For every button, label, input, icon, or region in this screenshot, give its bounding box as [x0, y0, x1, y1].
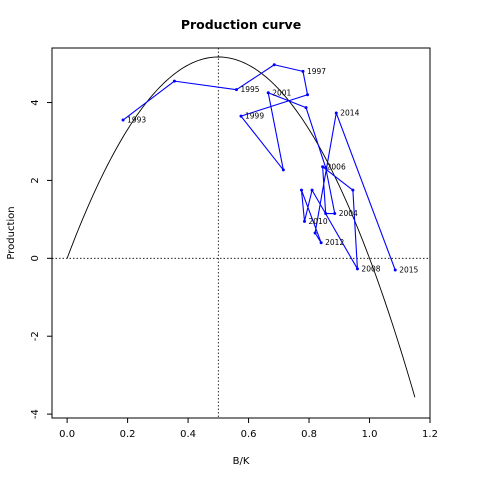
x-tick-label: 1.0	[362, 429, 378, 440]
chart-title: Production curve	[181, 17, 301, 32]
point-label-2006: 2006	[327, 162, 346, 171]
point-label-2008: 2008	[361, 264, 380, 273]
data-point-2003	[324, 166, 328, 170]
x-tick-label: 0.8	[301, 429, 317, 440]
x-tick-label: 0.0	[59, 429, 75, 440]
point-label-2010: 2010	[309, 217, 328, 226]
data-point-2004	[333, 212, 337, 216]
point-label-2015: 2015	[399, 266, 418, 275]
y-axis-label: Production	[6, 206, 17, 259]
x-tick-label: 0.2	[120, 429, 136, 440]
data-point-2009	[310, 188, 314, 192]
data-point-2006	[321, 165, 325, 169]
data-point-2007	[351, 188, 355, 192]
point-label-1993: 1993	[127, 116, 146, 125]
y-tick-label: 2	[30, 177, 41, 183]
point-label-2014: 2014	[340, 109, 359, 118]
plot-frame	[51, 47, 431, 419]
x-tick-label: 0.4	[180, 429, 196, 440]
x-axis-label: B/K	[233, 456, 250, 467]
data-point-2013	[313, 231, 317, 235]
data-point-1994	[172, 79, 176, 83]
x-tick-label: 1.2	[422, 429, 438, 440]
x-tick-label: 0.6	[241, 429, 257, 440]
data-point-2002	[304, 106, 308, 110]
y-tick-label: -2	[30, 331, 41, 341]
point-label-2001: 2001	[272, 88, 291, 97]
data-point-2011	[299, 188, 303, 192]
data-point-1993	[121, 118, 125, 122]
data-point-2001	[266, 91, 270, 95]
y-tick-label: -4	[30, 409, 41, 419]
data-point-2008	[355, 267, 359, 271]
data-point-1995	[234, 88, 238, 92]
data-point-2010	[303, 219, 307, 223]
data-point-1999	[239, 114, 243, 118]
point-label-2004: 2004	[339, 209, 358, 218]
data-point-1997	[301, 69, 305, 73]
data-point-2014	[334, 111, 338, 115]
data-point-2015	[393, 268, 397, 272]
plot-area: 0.0 0.2 0.4 0.6 0.8 1.0 1.2 -4 -2 0 2 4 1993 1995 1997…	[30, 47, 438, 440]
data-point-2000	[281, 168, 285, 172]
data-point-1998	[306, 93, 310, 97]
y-tick-label: 0	[30, 255, 41, 261]
point-label-1995: 1995	[240, 85, 259, 94]
point-label-1999: 1999	[245, 112, 264, 121]
production-curve-line	[66, 56, 416, 398]
point-label-1997: 1997	[307, 67, 326, 76]
point-label-2012: 2012	[325, 238, 344, 247]
y-tick-label: 4	[30, 99, 41, 105]
data-point-2012	[319, 241, 323, 245]
data-point-1996	[272, 63, 276, 67]
data-point-2005	[324, 212, 328, 216]
